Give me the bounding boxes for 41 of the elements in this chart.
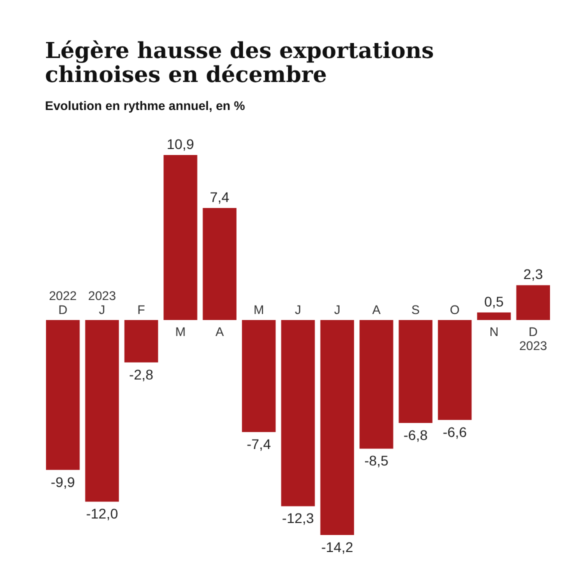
data-label: -12,3 xyxy=(282,510,314,526)
bar xyxy=(516,285,550,320)
bar xyxy=(85,320,119,502)
x-tick-label: M xyxy=(175,325,186,340)
data-label: -14,2 xyxy=(321,539,354,555)
data-label: -6,6 xyxy=(442,424,468,440)
data-label: 2,3 xyxy=(523,266,544,282)
bar xyxy=(124,320,158,362)
bar xyxy=(46,320,80,470)
bar xyxy=(320,320,354,535)
x-tick-label: A xyxy=(372,303,382,318)
bar xyxy=(360,320,394,449)
x-tick-label: F xyxy=(137,303,146,318)
x-tick-label: M xyxy=(254,303,264,318)
data-label: -9,9 xyxy=(50,474,76,490)
bar xyxy=(477,312,511,320)
chart-title: Légère hausse des exportations chinoises en décembre xyxy=(45,38,434,88)
data-label: 10,9 xyxy=(166,136,194,152)
data-label: -6,8 xyxy=(404,426,428,443)
x-tick-label: S xyxy=(411,303,420,318)
bar xyxy=(242,320,276,432)
x-tick-label: J xyxy=(334,303,340,318)
data-label: 0,5 xyxy=(484,293,504,310)
data-label: -12,0 xyxy=(86,506,118,522)
data-label: -7,4 xyxy=(246,436,272,452)
bar xyxy=(164,155,198,320)
data-label: 7,4 xyxy=(210,188,230,205)
bar xyxy=(438,320,472,420)
bar xyxy=(398,320,432,423)
bar xyxy=(202,208,236,320)
x-tick-label: 2023 J xyxy=(88,289,116,318)
x-tick-label: 2022 D xyxy=(48,289,77,318)
x-tick-label: O xyxy=(450,303,460,318)
chart-subtitle: Evolution en rythme annuel, en % xyxy=(45,99,246,113)
x-tick-label: A xyxy=(215,325,224,340)
x-tick-label: N xyxy=(489,325,498,340)
data-label: -2,8 xyxy=(129,366,154,382)
x-tick-label: J xyxy=(294,303,302,318)
bar xyxy=(281,320,315,506)
data-label: -8,5 xyxy=(364,452,389,469)
x-tick-label: D 2023 xyxy=(519,325,548,354)
